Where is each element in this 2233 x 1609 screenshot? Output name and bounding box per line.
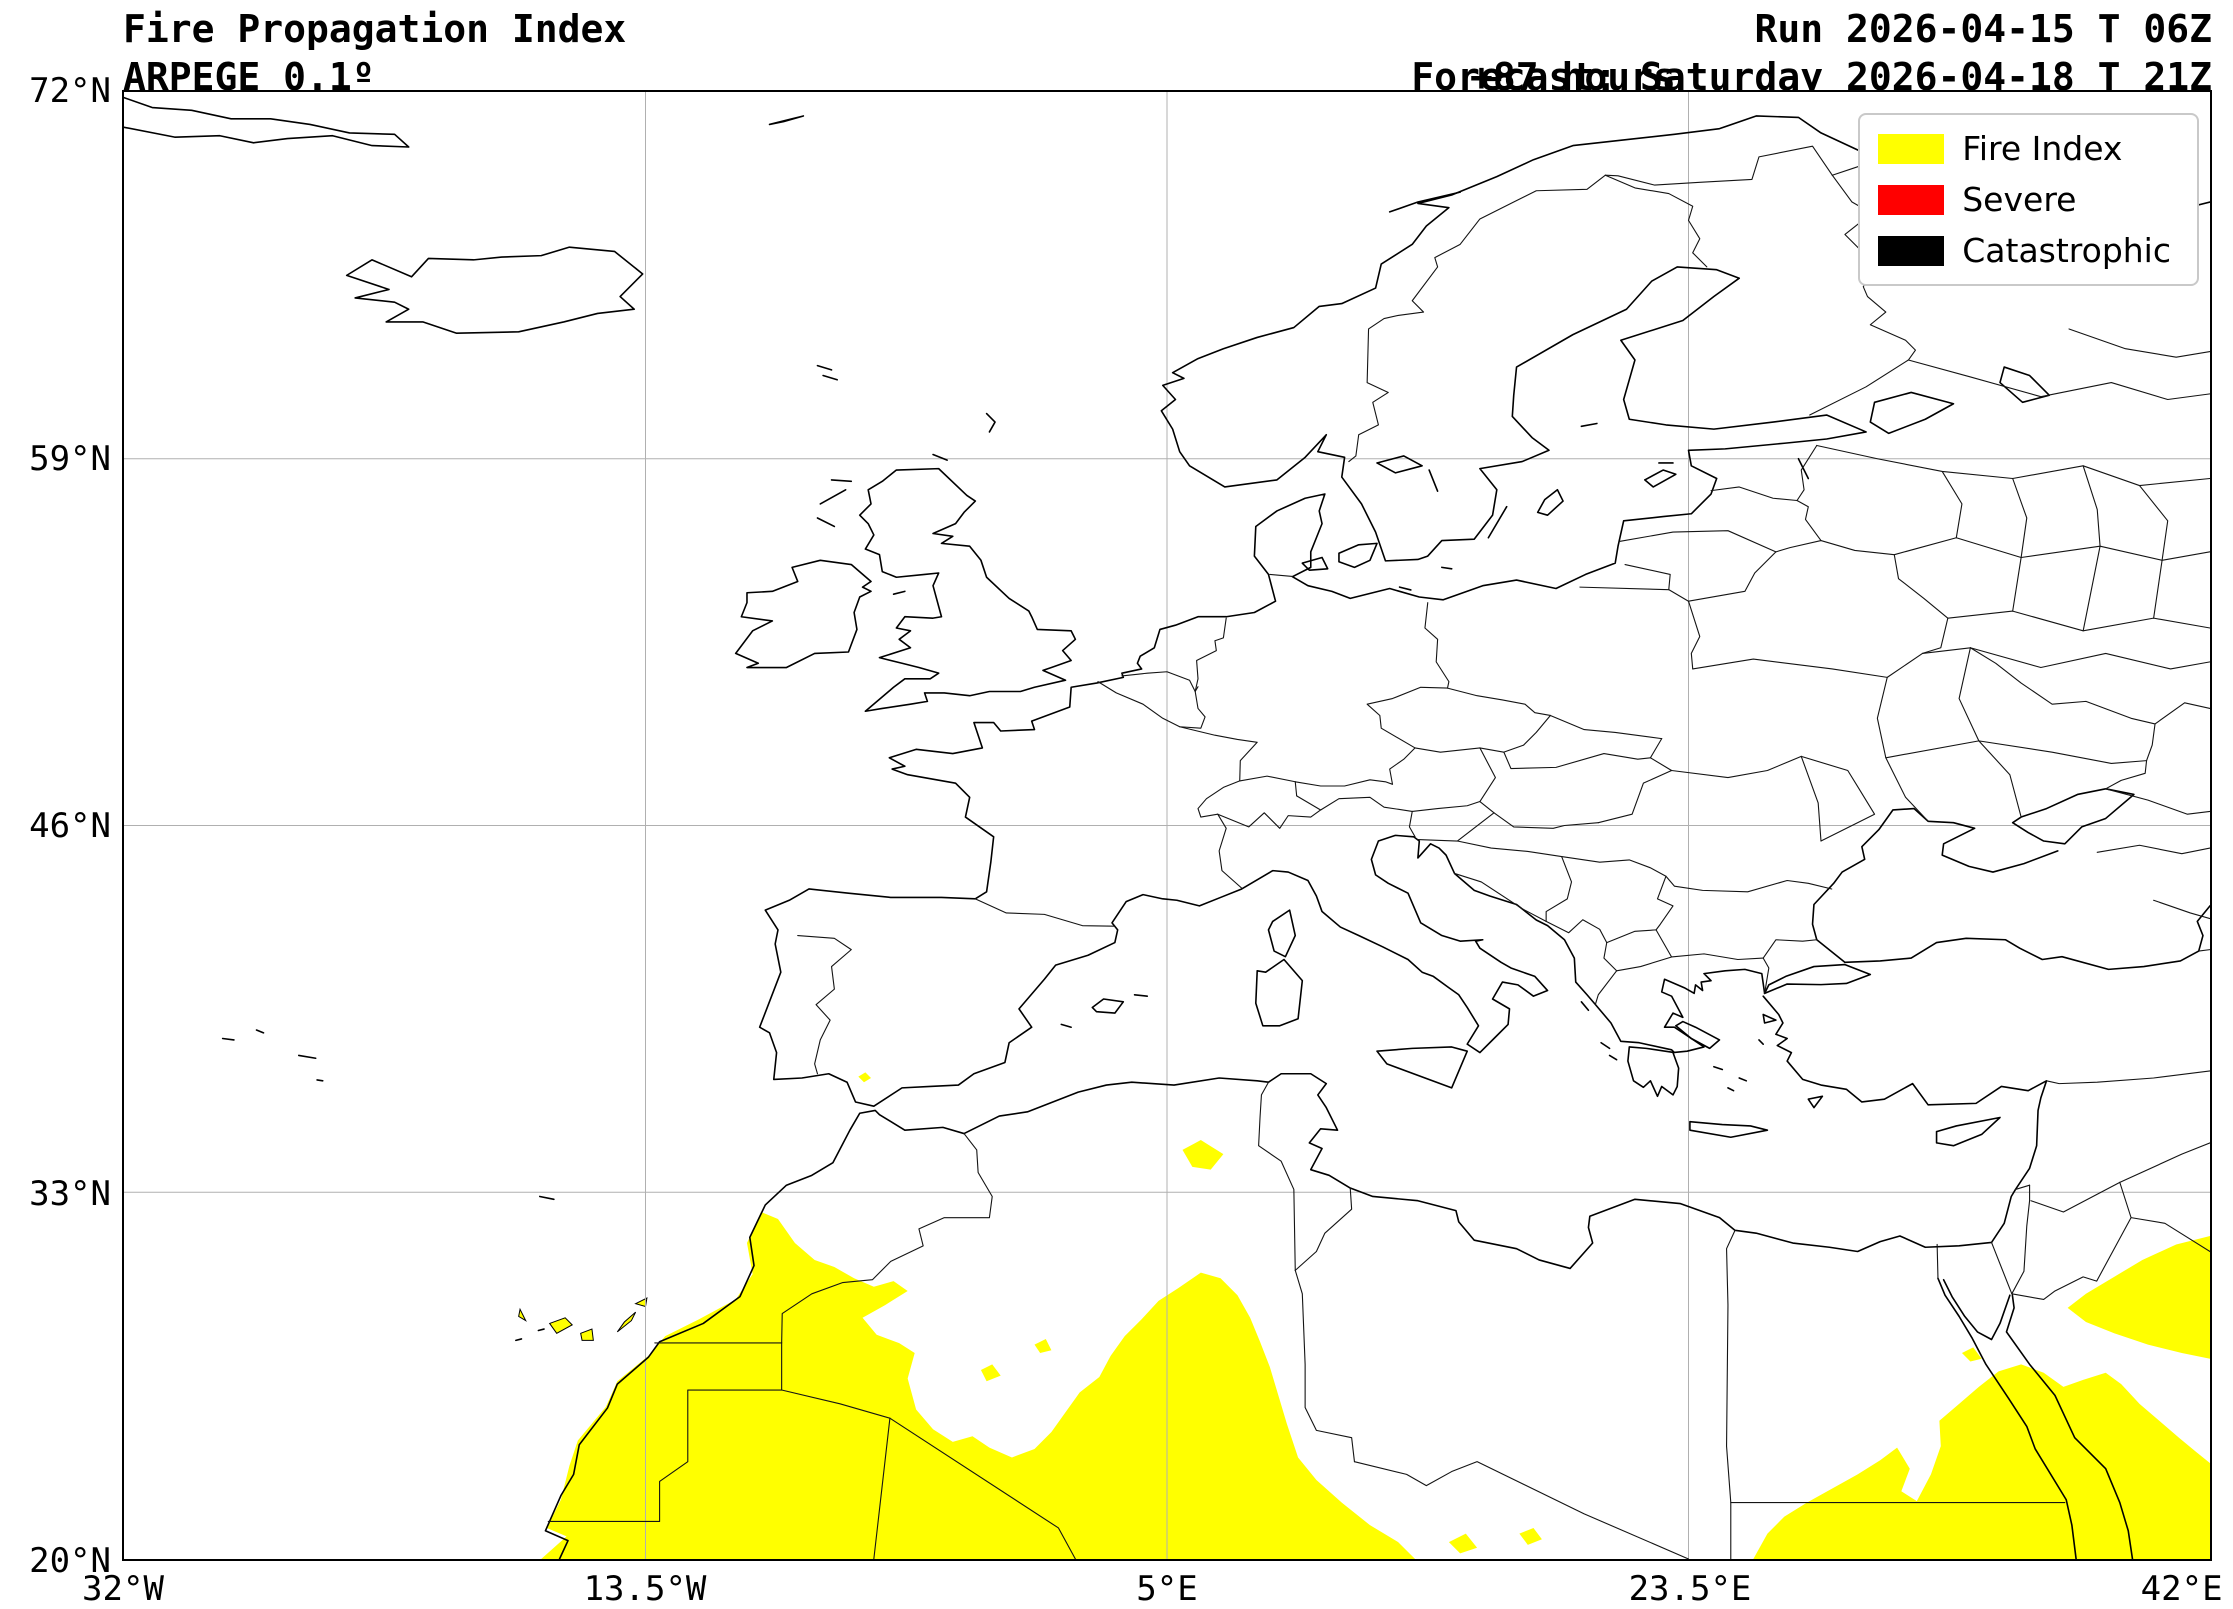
graticule-layer: [124, 92, 2210, 1559]
legend-item-fire-index: Fire Index: [1878, 129, 2171, 168]
fire-index-layer: [541, 1072, 2210, 1559]
x-tick-label: 23.5°E: [1628, 1569, 1752, 1609]
catastrophic-swatch: [1878, 235, 1945, 266]
x-tick-label: 13.5°W: [583, 1569, 707, 1609]
borders-layer: [548, 146, 2210, 1559]
canary-islands-layer: [519, 1298, 647, 1340]
legend-item-catastrophic: Catastrophic: [1878, 231, 2171, 270]
page-title: Fire Propagation Index: [123, 7, 627, 51]
coastlines-layer: [124, 98, 2210, 1559]
legend-label: Fire Index: [1962, 129, 2123, 168]
x-tick-label: 32°W: [82, 1569, 164, 1609]
map-canvas: [124, 92, 2210, 1559]
legend-box: Fire Index Severe Catastrophic: [1858, 113, 2199, 286]
y-tick-label: 33°N: [29, 1174, 111, 1214]
severe-swatch: [1878, 184, 1945, 215]
y-tick-label: 20°N: [29, 1541, 111, 1581]
x-tick-label: 42°E: [2140, 1569, 2223, 1609]
legend-label: Severe: [1962, 180, 2077, 219]
map-plot: [122, 90, 2212, 1561]
y-tick-label: 59°N: [29, 439, 111, 479]
run-label: Run 2026-04-15 T 06Z: [1754, 7, 2212, 51]
fire-index-swatch: [1878, 133, 1945, 164]
y-tick-label: 72°N: [29, 71, 111, 111]
x-tick-label: 5°E: [1136, 1569, 1198, 1609]
legend-label: Catastrophic: [1962, 231, 2171, 270]
legend-item-severe: Severe: [1878, 180, 2171, 219]
y-tick-label: 46°N: [29, 806, 111, 846]
